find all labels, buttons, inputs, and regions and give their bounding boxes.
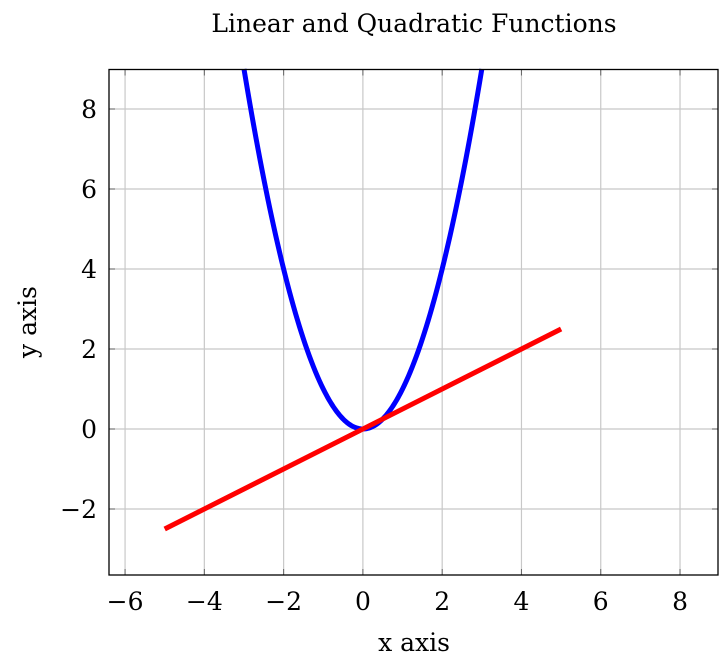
y-tick-label: 0	[81, 415, 97, 444]
grid-lines	[109, 69, 718, 575]
x-tick-label: 2	[434, 587, 450, 616]
y-tick-label: 6	[81, 175, 97, 204]
y-axis-label: y axis	[13, 286, 42, 359]
y-tick-label: −2	[60, 495, 97, 524]
x-tick-label: −6	[107, 587, 144, 616]
y-tick-label: 8	[81, 95, 97, 124]
x-tick-label: 0	[355, 587, 371, 616]
x-tick-label: 8	[672, 587, 688, 616]
y-tick-label: 2	[81, 335, 97, 364]
x-axis-label: x axis	[378, 628, 450, 657]
x-tick-label: 4	[514, 587, 530, 616]
plot-frame	[108, 68, 719, 576]
axis-ticks	[109, 69, 718, 575]
x-tick-labels: −6 −4 −2 0 2 4 6 8	[107, 587, 688, 616]
x-tick-label: −2	[265, 587, 302, 616]
y-tick-label: 4	[81, 255, 97, 284]
chart-title: Linear and Quadratic Functions	[211, 9, 616, 38]
data-series	[163, 68, 563, 532]
linear-series-line	[163, 326, 563, 532]
x-tick-label: −4	[186, 587, 223, 616]
x-tick-label: 6	[593, 587, 609, 616]
y-tick-labels: −2 0 2 4 6 8	[60, 95, 97, 524]
